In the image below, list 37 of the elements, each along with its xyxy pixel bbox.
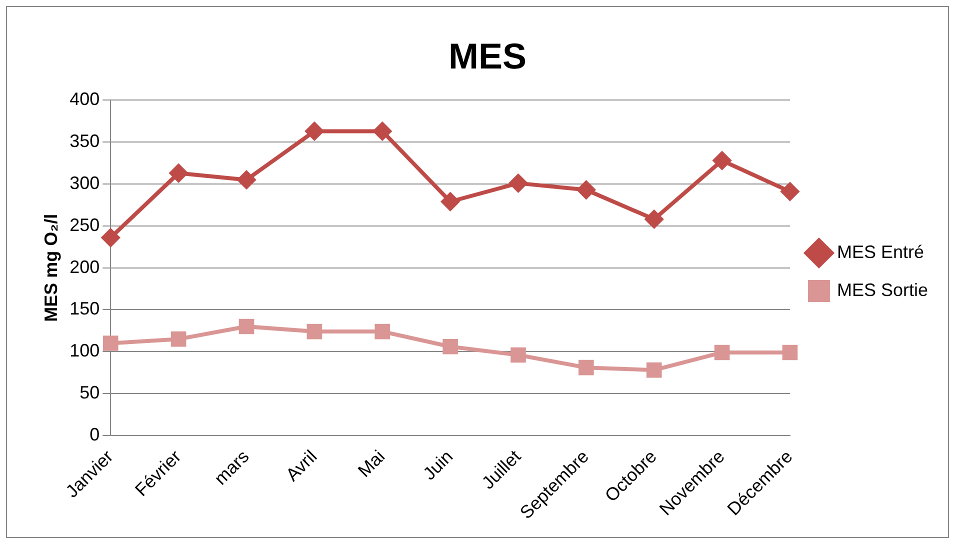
point bbox=[782, 344, 798, 360]
x-tick-label: Mai bbox=[354, 446, 389, 481]
legend-label: MES Sortie bbox=[836, 280, 928, 300]
point bbox=[780, 182, 799, 201]
point bbox=[646, 362, 662, 378]
point bbox=[305, 122, 324, 140]
point bbox=[713, 152, 732, 170]
y-tick-label: 100 bbox=[70, 340, 100, 361]
point bbox=[238, 318, 254, 334]
point bbox=[510, 347, 526, 363]
point bbox=[306, 324, 322, 340]
point bbox=[577, 180, 596, 199]
point bbox=[442, 338, 458, 354]
y-tick-label: 350 bbox=[70, 131, 100, 152]
point bbox=[441, 192, 460, 211]
y-tick-label: 300 bbox=[70, 172, 100, 193]
y-tick-label: 0 bbox=[90, 424, 100, 444]
point bbox=[374, 324, 390, 340]
point bbox=[645, 210, 664, 228]
point bbox=[578, 360, 594, 376]
y-tick-label: 150 bbox=[70, 298, 100, 319]
point bbox=[102, 228, 120, 247]
y-axis-title: MES mg O₂/l bbox=[40, 214, 61, 322]
chart-title: MES bbox=[448, 36, 527, 77]
point bbox=[170, 331, 186, 347]
point bbox=[170, 164, 188, 182]
y-tick-label: 250 bbox=[70, 214, 100, 235]
point bbox=[238, 170, 256, 189]
point bbox=[509, 174, 528, 192]
y-tick-label: 400 bbox=[70, 89, 100, 110]
y-tick-label: 200 bbox=[70, 256, 100, 277]
point bbox=[714, 344, 730, 360]
x-tick-label: Juin bbox=[419, 446, 457, 484]
point bbox=[373, 122, 392, 140]
y-tick-label: 50 bbox=[80, 382, 100, 403]
legend-label: MES Entré bbox=[836, 242, 924, 262]
point bbox=[102, 336, 118, 351]
